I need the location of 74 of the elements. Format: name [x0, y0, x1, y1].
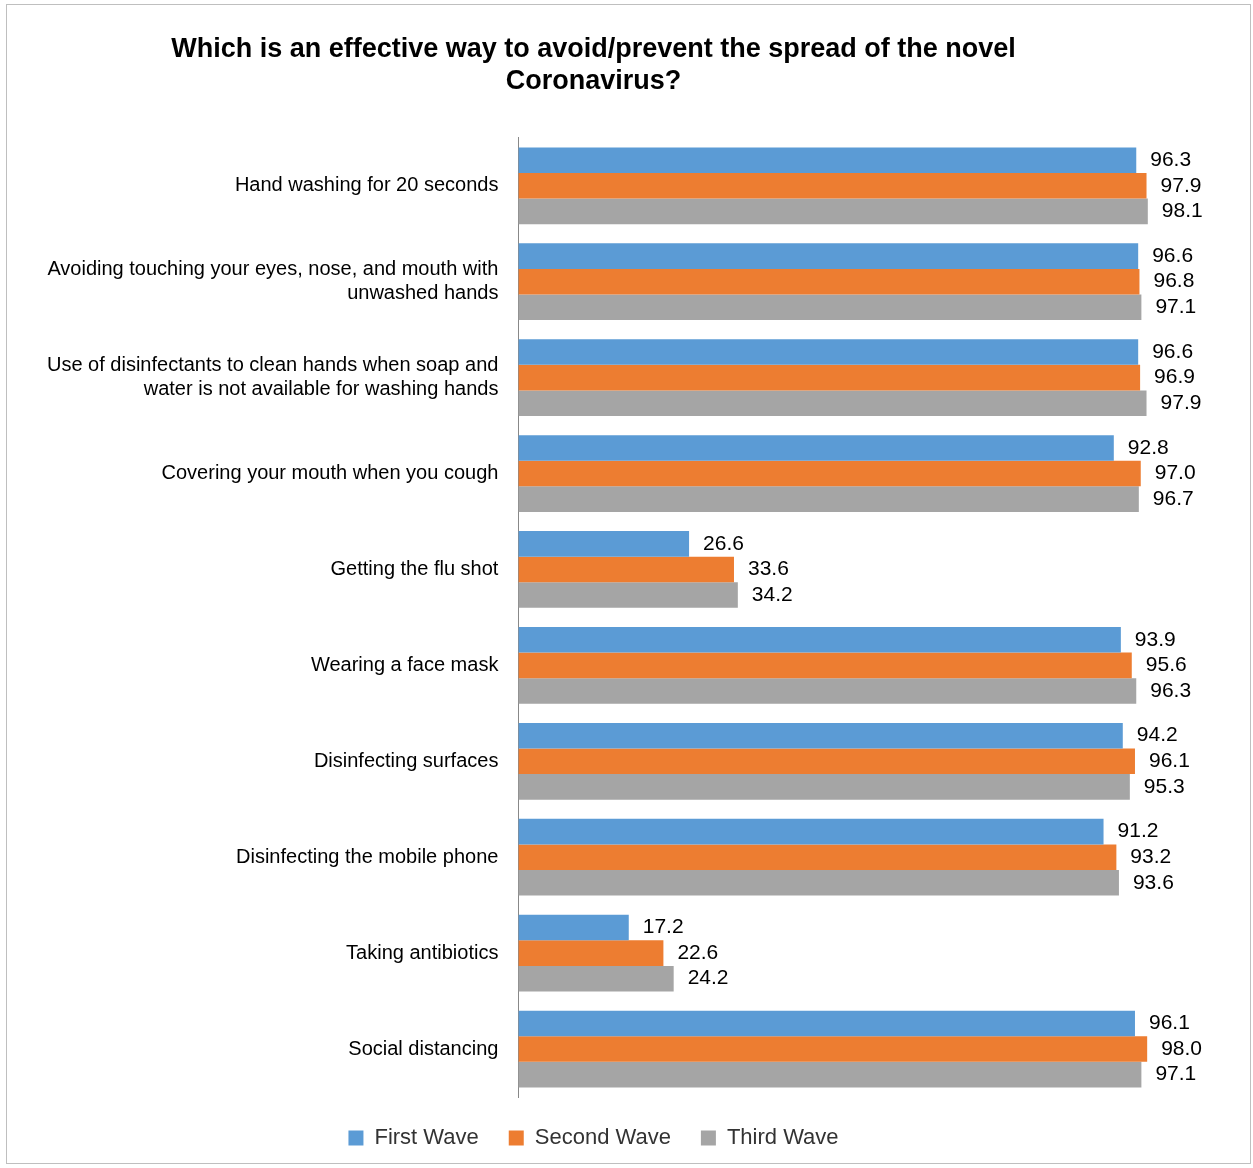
y-tick-label: Covering your mouth when you cough	[161, 461, 499, 484]
data-label: 34.2	[751, 581, 793, 605]
bar	[518, 486, 1139, 512]
bar	[518, 869, 1119, 896]
data-label: 91.2	[1117, 818, 1159, 842]
data-label: 97.1	[1155, 1061, 1197, 1085]
bar	[518, 774, 1130, 800]
data-label: 97.9	[1160, 172, 1202, 196]
y-tick-label: Disinfecting the mobile phone	[236, 844, 499, 867]
bar	[518, 1010, 1135, 1037]
legend-label: First Wave	[374, 1124, 479, 1150]
bar	[518, 294, 1142, 321]
bar	[518, 147, 1137, 173]
bar	[518, 531, 690, 557]
data-label: 94.2	[1136, 722, 1178, 746]
y-tick-label: Getting the flu shot	[330, 556, 499, 579]
y-tick-label: Avoiding touching your eyes, nose, and mouth with unwashed hands	[47, 257, 499, 304]
bar	[518, 722, 1123, 749]
bar	[518, 965, 674, 992]
bar	[518, 339, 1139, 365]
bar	[518, 1061, 1142, 1088]
bar	[518, 268, 1140, 295]
bar	[518, 914, 629, 941]
data-label: 22.6	[677, 939, 719, 963]
data-label: 96.1	[1148, 748, 1190, 772]
data-label: 96.9	[1154, 364, 1195, 388]
bar	[518, 435, 1114, 461]
data-label: 98.0	[1161, 1035, 1203, 1059]
bar	[518, 390, 1147, 416]
data-label: 96.6	[1152, 242, 1194, 266]
bar	[518, 678, 1137, 704]
data-label: 26.6	[703, 530, 744, 554]
data-label: 93.6	[1132, 869, 1174, 893]
data-label: 96.3	[1150, 146, 1192, 170]
data-label: 95.6	[1145, 652, 1187, 676]
bar	[518, 844, 1117, 870]
data-label: 95.3	[1143, 773, 1185, 797]
data-label: 97.9	[1160, 389, 1202, 413]
y-tick-label: Use of disinfectants to clean hands when soap and water is not available for washing hands	[47, 353, 499, 400]
bar	[518, 243, 1139, 269]
bar	[518, 626, 1121, 653]
y-tick-label: Hand washing for 20 seconds	[234, 173, 499, 196]
bar	[518, 940, 664, 966]
data-label: 96.1	[1148, 1010, 1190, 1034]
bar	[518, 198, 1148, 225]
legend-label: Third Wave	[726, 1124, 839, 1150]
legend-label: Second Wave	[534, 1124, 671, 1150]
data-label: 96.7	[1152, 485, 1194, 509]
data-label: 24.2	[687, 965, 729, 989]
data-label: 98.1	[1161, 198, 1203, 222]
data-label: 97.1	[1155, 294, 1197, 318]
bar	[518, 818, 1104, 845]
data-label: 92.8	[1127, 434, 1169, 458]
bar	[518, 748, 1135, 775]
data-label: 96.8	[1153, 268, 1195, 292]
bar	[518, 364, 1141, 391]
bar	[518, 652, 1132, 679]
bar	[518, 1036, 1148, 1062]
data-label: 96.3	[1150, 677, 1192, 701]
data-label: 93.2	[1130, 844, 1172, 867]
y-tick-label: Taking antibiotics	[346, 940, 499, 963]
bar	[518, 582, 738, 608]
data-label: 33.6	[747, 556, 789, 580]
bar	[518, 556, 734, 583]
data-label: 93.9	[1134, 626, 1176, 650]
data-label: 97.0	[1154, 460, 1196, 484]
bar	[518, 172, 1147, 199]
y-tick-label: Social distancing	[348, 1036, 499, 1059]
y-tick-label: Disinfecting surfaces	[313, 748, 499, 771]
data-label: 17.2	[642, 914, 684, 938]
bar	[518, 460, 1141, 487]
chart-title: Which is an effective way to avoid/prevent the spread of the novel Coronavirus?	[171, 32, 1016, 96]
y-tick-label: Wearing a face mask	[310, 652, 500, 675]
data-label: 96.6	[1152, 338, 1194, 362]
